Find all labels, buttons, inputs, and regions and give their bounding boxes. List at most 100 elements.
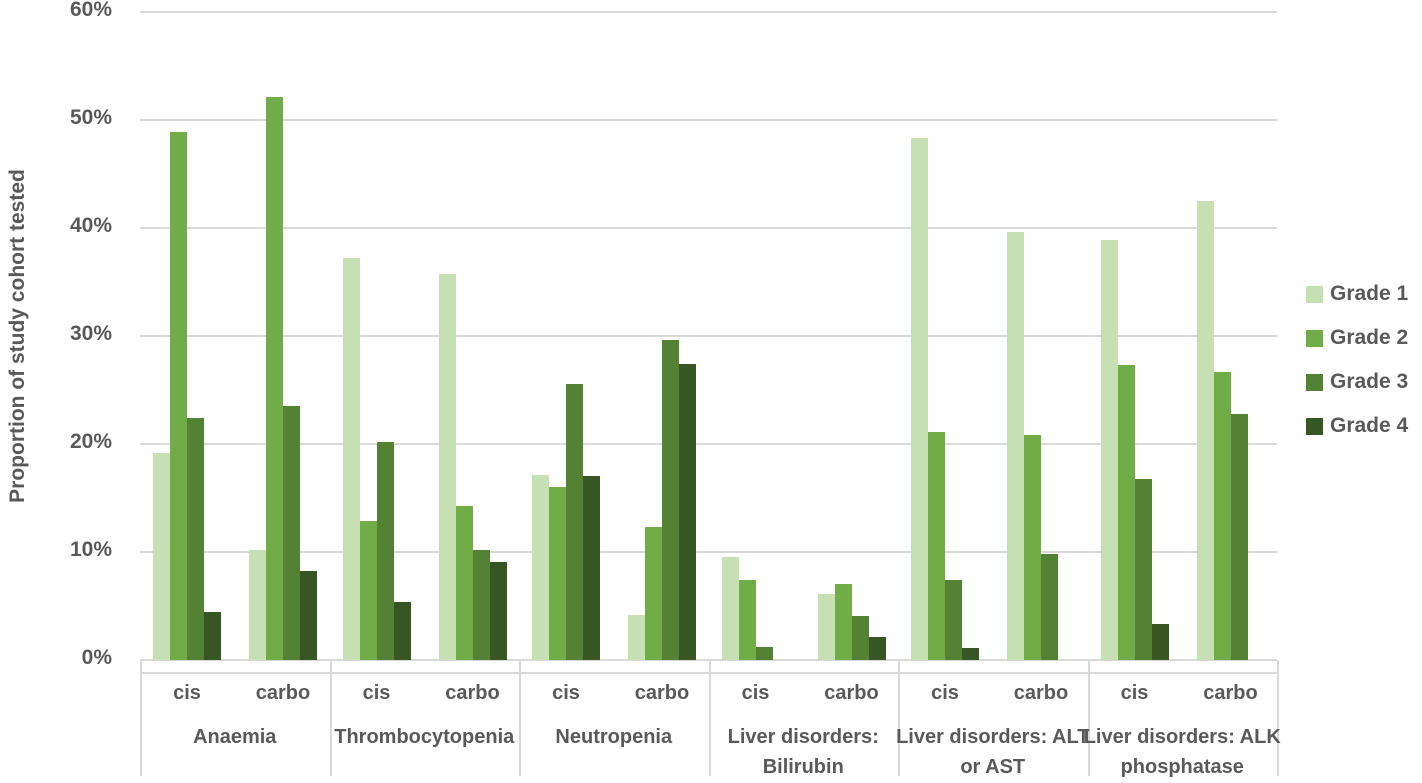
gridline	[140, 551, 1277, 553]
category-label: Anaemia	[136, 722, 334, 752]
subgroup-label-cis: cis	[362, 682, 391, 704]
gridline	[140, 119, 1277, 121]
subgroup-label-carbo: carbo	[1203, 682, 1258, 704]
axis-tick-mark	[1087, 660, 1090, 672]
subgroup-label-carbo: carbo	[255, 682, 311, 704]
category-label-line: Liver disorders: ALK	[1083, 726, 1281, 748]
bar-liver-disorders-alt-or-ast-carbo-grade1	[1007, 232, 1024, 660]
legend-label: Grade 3	[1330, 370, 1409, 393]
bar-liver-disorders-bilirubin-cis-grade3	[755, 647, 773, 660]
category-divider	[708, 672, 711, 776]
bar-anaemia-carbo-grade1	[249, 549, 266, 660]
bar-liver-disorders-alk-phosphatase-cis-grade4	[1151, 624, 1169, 660]
gridline	[140, 227, 1277, 229]
bar-liver-disorders-bilirubin-carbo-grade3	[851, 615, 869, 660]
bar-thrombocytopenia-cis-grade3	[376, 441, 394, 660]
bar-anaemia-cis-grade2	[170, 131, 187, 660]
axis-tick-mark	[519, 660, 521, 672]
y-axis-tick-label: 30%	[69, 322, 112, 345]
category-divider	[329, 672, 332, 776]
bar-liver-disorders-alt-or-ast-cis-grade1	[911, 138, 928, 660]
axis-tick-mark	[1277, 660, 1279, 672]
bar-anaemia-carbo-grade3	[283, 406, 300, 660]
bar-neutropenia-carbo-grade2	[645, 527, 662, 660]
axis-tick-mark	[329, 660, 332, 672]
bar-neutropenia-carbo-grade4	[679, 364, 696, 660]
bar-anaemia-cis-grade1	[153, 452, 170, 660]
category-divider	[898, 672, 900, 776]
gridline	[140, 11, 1277, 13]
y-axis-tick-label: 60%	[69, 0, 112, 21]
category-label-line: Liver disorders: ALT	[896, 726, 1090, 748]
category-label-line: Liver disorders:	[727, 726, 879, 748]
legend-item-grade-3: Grade 3	[1306, 370, 1408, 394]
legend-label: Grade 2	[1330, 326, 1409, 349]
y-axis-tick-label: 50%	[69, 106, 112, 129]
subgroup-label-carbo: carbo	[445, 682, 500, 704]
category-divider	[1277, 672, 1279, 776]
subgroup-label-carbo: carbo	[824, 682, 879, 704]
y-axis-tick-label: 20%	[69, 430, 112, 453]
subgroup-label-cis: cis	[931, 682, 959, 704]
category-label: Liver disorders: Bilirubin	[705, 722, 903, 782]
subgroup-label-cis: cis	[741, 682, 770, 704]
y-axis-tick-label: 0%	[81, 646, 112, 669]
legend-label: Grade 1	[1330, 282, 1409, 305]
bar-liver-disorders-alt-or-ast-cis-grade3	[945, 580, 962, 660]
bar-neutropenia-carbo-grade1	[628, 614, 645, 660]
y-axis-tick-label: 10%	[69, 538, 112, 561]
subgroup-label-cis: cis	[173, 682, 201, 704]
subgroup-label-carbo: carbo	[634, 682, 690, 704]
bar-liver-disorders-bilirubin-carbo-grade4	[868, 637, 886, 660]
subgroup-label-cis: cis	[1120, 682, 1149, 704]
bar-liver-disorders-alt-or-ast-cis-grade2	[928, 432, 945, 660]
axis-tick-mark	[140, 660, 142, 672]
bar-thrombocytopenia-carbo-grade1	[438, 274, 456, 660]
category-label: Liver disorders: ALT or AST	[894, 722, 1092, 782]
category-label: Liver disorders: ALK phosphatase	[1084, 722, 1282, 782]
bar-liver-disorders-alt-or-ast-cis-grade4	[962, 648, 979, 660]
subgroup-label-carbo: carbo	[1013, 682, 1069, 704]
bar-liver-disorders-alk-phosphatase-carbo-grade1	[1196, 201, 1214, 660]
legend-swatch-icon	[1306, 285, 1323, 303]
axis-tick-mark	[898, 660, 900, 672]
legend-swatch-icon	[1306, 373, 1323, 391]
bar-neutropenia-cis-grade4	[583, 476, 600, 660]
legend-item-grade-4: Grade 4	[1306, 414, 1408, 438]
legend-swatch-icon	[1306, 417, 1323, 435]
category-label-line: Thrombocytopenia	[334, 726, 515, 748]
category-divider	[1087, 672, 1090, 776]
gridline	[140, 443, 1277, 445]
bar-anaemia-cis-grade4	[204, 612, 221, 660]
bar-anaemia-cis-grade3	[187, 418, 204, 660]
category-divider	[519, 672, 521, 776]
bar-liver-disorders-alk-phosphatase-cis-grade3	[1134, 478, 1152, 660]
bar-liver-disorders-bilirubin-cis-grade2	[738, 580, 756, 660]
category-label-line: Neutropenia	[555, 726, 673, 748]
bar-liver-disorders-alk-phosphatase-carbo-grade2	[1213, 371, 1231, 660]
bar-thrombocytopenia-cis-grade2	[359, 520, 377, 660]
bar-liver-disorders-alk-phosphatase-cis-grade2	[1117, 365, 1135, 660]
category-label: Thrombocytopenia	[326, 722, 524, 752]
bar-neutropenia-cis-grade3	[566, 383, 583, 660]
category-label-line: or AST	[960, 756, 1026, 778]
axis-tick-mark	[708, 660, 711, 672]
y-axis-tick-label: 40%	[69, 214, 112, 237]
category-label: Neutropenia	[515, 722, 713, 752]
bar-liver-disorders-alt-or-ast-carbo-grade3	[1041, 554, 1058, 660]
bar-anaemia-carbo-grade2	[266, 97, 283, 660]
bar-liver-disorders-alt-or-ast-carbo-grade2	[1024, 435, 1041, 660]
bar-neutropenia-cis-grade2	[549, 487, 566, 660]
gridline	[140, 335, 1277, 337]
bar-liver-disorders-alk-phosphatase-carbo-grade3	[1230, 413, 1248, 660]
bar-neutropenia-carbo-grade3	[662, 340, 679, 660]
legend-item-grade-1: Grade 1	[1306, 282, 1408, 306]
category-label-line: Anaemia	[193, 726, 277, 748]
category-label-line: Bilirubin	[762, 756, 844, 778]
legend-label: Grade 4	[1330, 414, 1409, 437]
bar-thrombocytopenia-cis-grade4	[393, 601, 411, 660]
